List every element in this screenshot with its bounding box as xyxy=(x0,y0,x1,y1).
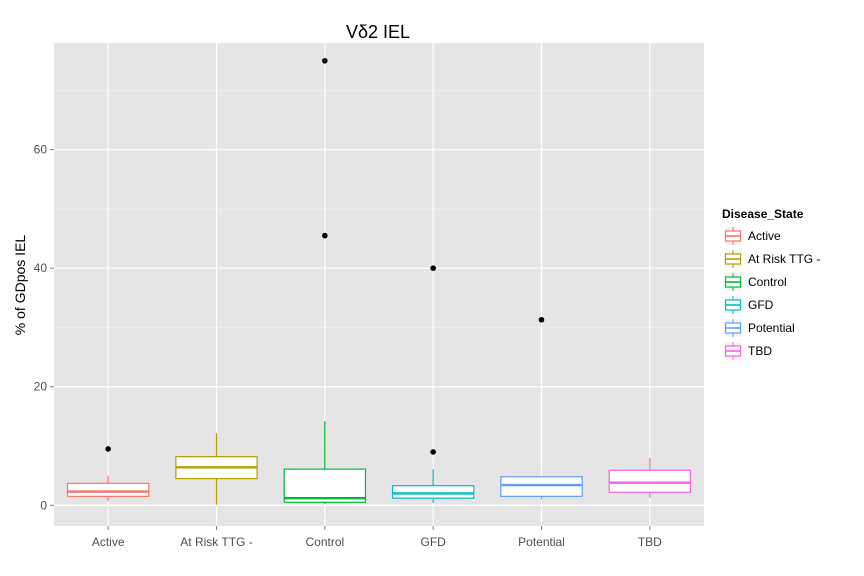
x-tick-label: GFD xyxy=(420,535,446,549)
outlier-point xyxy=(430,449,436,455)
boxplot-tbd xyxy=(608,457,692,498)
outlier-point xyxy=(322,57,328,64)
legend: Active At Risk TTG - Control GFD Potential TB… xyxy=(723,226,820,361)
legend-label: TBD xyxy=(748,344,772,358)
legend-label: GFD xyxy=(748,298,774,312)
outlier-point xyxy=(538,316,545,323)
legend-item: Active xyxy=(723,226,781,246)
outlier-point xyxy=(322,232,328,239)
legend-item: Potential xyxy=(723,318,795,338)
legend-item: Control xyxy=(723,272,787,292)
y-tick-label: 40 xyxy=(34,261,48,275)
y-tick-label: 20 xyxy=(34,380,48,394)
x-tick-label: Control xyxy=(305,535,344,549)
y-axis: 0 20 40 60 xyxy=(34,143,54,512)
y-axis-title: % of GDpos IEL xyxy=(12,235,28,336)
box xyxy=(500,476,583,497)
legend-item: GFD xyxy=(723,295,774,315)
x-axis: Active At Risk TTG - Control GFD Potential TB… xyxy=(92,526,662,549)
legend-label: At Risk TTG - xyxy=(748,252,820,266)
boxplot-gfd xyxy=(391,265,475,503)
boxplot-at-risk-ttg xyxy=(175,432,258,505)
y-tick-label: 0 xyxy=(40,498,47,512)
outlier-point xyxy=(430,265,436,272)
boxplot-potential xyxy=(500,316,583,500)
legend-item: At Risk TTG - xyxy=(723,249,820,269)
x-tick-label: At Risk TTG - xyxy=(180,535,252,549)
outlier-point xyxy=(105,446,111,452)
box xyxy=(283,468,367,503)
legend-label: Active xyxy=(748,229,781,243)
box xyxy=(66,482,150,497)
x-tick-label: TBD xyxy=(638,535,662,549)
legend-title: Disease_State xyxy=(722,207,804,221)
boxplot-control xyxy=(283,57,367,505)
x-tick-label: Active xyxy=(92,535,125,549)
grid-lines xyxy=(54,43,704,526)
box xyxy=(391,485,475,499)
y-tick-label: 60 xyxy=(34,143,48,157)
boxplot-active xyxy=(66,446,150,502)
legend-item: TBD xyxy=(723,341,772,361)
legend-label: Potential xyxy=(748,321,795,335)
x-tick-label: Potential xyxy=(518,535,565,549)
box xyxy=(608,469,692,493)
plot-panel xyxy=(54,43,704,526)
boxplots xyxy=(66,57,692,505)
chart-title: Vδ2 IEL xyxy=(346,22,410,42)
legend-label: Control xyxy=(748,275,787,289)
